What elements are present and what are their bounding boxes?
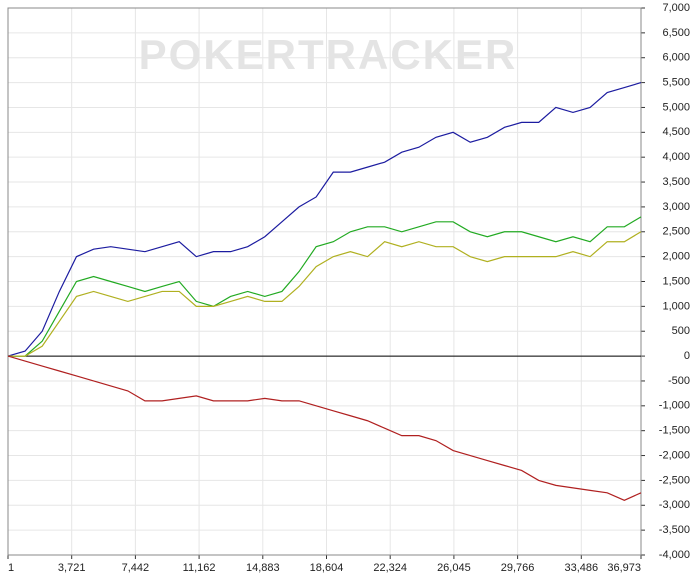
y-tick-label: -3,500 <box>659 524 690 536</box>
y-tick-label: -1,500 <box>659 425 690 437</box>
y-tick-label: 1,500 <box>662 275 690 287</box>
y-tick-label: 1,000 <box>662 300 690 312</box>
x-tick-label: 14,883 <box>246 562 280 574</box>
y-tick-label: 0 <box>684 350 690 362</box>
y-tick-label: -1,000 <box>659 400 690 412</box>
y-tick-label: -2,500 <box>659 474 690 486</box>
y-tick-label: -500 <box>668 375 690 387</box>
y-tick-label: -2,000 <box>659 449 690 461</box>
y-tick-label: 6,500 <box>662 27 690 39</box>
y-tick-label: 500 <box>672 325 690 337</box>
y-tick-label: 5,000 <box>662 101 690 113</box>
x-tick-label: 7,442 <box>122 562 150 574</box>
watermark: POKERTRACKER <box>139 31 518 78</box>
y-tick-label: 3,000 <box>662 201 690 213</box>
x-tick-label: 22,324 <box>373 562 407 574</box>
x-tick-label: 36,973 <box>607 562 641 574</box>
y-tick-label: 2,000 <box>662 251 690 263</box>
x-tick-label: 33,486 <box>564 562 598 574</box>
x-tick-label: 1 <box>8 562 14 574</box>
y-tick-label: -4,000 <box>659 549 690 561</box>
y-tick-label: 4,500 <box>662 126 690 138</box>
x-tick-label: 26,045 <box>437 562 471 574</box>
y-tick-label: -3,000 <box>659 499 690 511</box>
x-tick-label: 18,604 <box>310 562 344 574</box>
x-tick-label: 11,162 <box>183 562 216 574</box>
y-tick-label: 3,500 <box>662 176 690 188</box>
plot-frame <box>7 7 642 556</box>
series-line <box>7 82 642 357</box>
x-tick-label: 3,721 <box>58 562 86 574</box>
y-tick-label: 5,500 <box>662 76 690 88</box>
x-tick-label: 29,766 <box>501 562 535 574</box>
y-tick-label: 7,000 <box>662 2 690 14</box>
y-tick-label: 2,500 <box>662 226 690 238</box>
y-tick-label: 6,000 <box>662 52 690 64</box>
series-line <box>7 355 642 501</box>
series-line <box>8 231 642 357</box>
series-line <box>8 216 642 357</box>
y-tick-label: 4,000 <box>662 151 690 163</box>
